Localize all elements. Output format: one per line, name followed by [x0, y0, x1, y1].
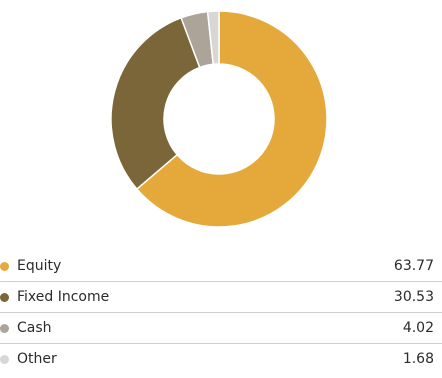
- legend-row-other: Other 1.68: [0, 344, 442, 375]
- legend-label-cash: Cash: [17, 320, 52, 336]
- legend-label-fixed-income: Fixed Income: [17, 289, 110, 305]
- legend-label-equity: Equity: [17, 258, 62, 274]
- legend-row-cash: Cash 4.02: [0, 313, 442, 344]
- legend-swatch-fixed-income: [0, 293, 9, 302]
- legend-value-equity: 63.77: [393, 258, 434, 274]
- legend-value-other: 1.68: [402, 351, 434, 367]
- legend-value-fixed-income: 30.53: [393, 289, 434, 305]
- legend-swatch-equity: [0, 262, 9, 271]
- legend-swatch-other: [0, 355, 9, 364]
- donut-slice-other: [206, 10, 220, 66]
- legend-label-other: Other: [17, 351, 57, 367]
- donut-slice-fixed-income: [110, 16, 201, 191]
- donut-chart: [110, 10, 328, 228]
- legend-swatch-cash: [0, 324, 9, 333]
- donut-slice-equity: [135, 10, 328, 228]
- legend-row-equity: Equity 63.77: [0, 251, 442, 282]
- legend-value-cash: 4.02: [402, 320, 434, 336]
- legend-table: Equity 63.77 Fixed Income 30.53 Cash 4.0…: [0, 251, 442, 375]
- legend-row-fixed-income: Fixed Income 30.53: [0, 282, 442, 313]
- donut-chart-svg: [110, 10, 328, 228]
